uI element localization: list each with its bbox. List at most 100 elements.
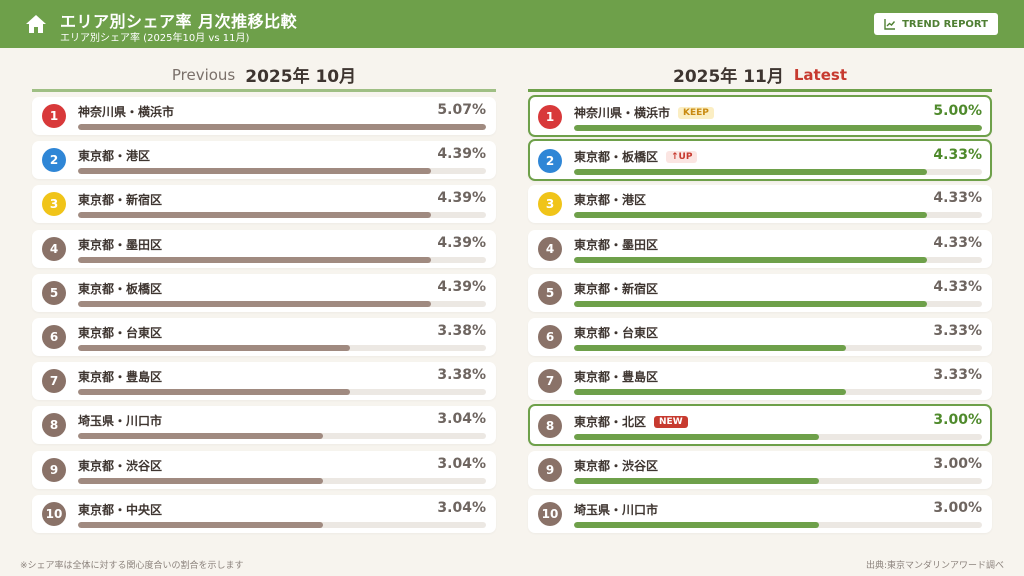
bar-track: [78, 477, 486, 484]
rank-badge: 9: [42, 457, 66, 482]
area-label: 東京都・新宿区: [574, 281, 659, 296]
share-bar: [574, 521, 819, 528]
share-bar: [78, 300, 432, 307]
bar-track: [574, 345, 982, 351]
area-name: 東京都・中央区: [78, 501, 162, 518]
ranking-row: 2 東京都・港区 4.39%: [32, 141, 496, 180]
share-value: 3.33%: [933, 323, 982, 339]
previous-month-column: Previous 2025年 10月 1 神奈川県・横浜市 5.07% 2 東京都・港区…: [32, 60, 496, 533]
ranking-row: 1 神奈川県・横浜市 KEEP 5.00%: [528, 95, 992, 137]
ranking-row: 10 東京都・中央区 3.04%: [32, 494, 496, 533]
share-value: 3.00%: [933, 455, 982, 472]
rank-badge: 5: [538, 280, 562, 305]
bar-track: [574, 169, 982, 176]
page-subtitle: エリア別シェア率 (2025年10月 vs 11月): [60, 33, 250, 44]
area-name: 東京都・豊島区: [574, 368, 658, 385]
share-value: 4.39%: [437, 146, 486, 163]
previous-column-header: Previous 2025年 10月: [32, 60, 496, 92]
page-title: エリア別シェア率 月次推移比較: [60, 12, 298, 31]
area-label: 東京都・渋谷区: [78, 458, 163, 473]
share-value: 4.33%: [933, 278, 982, 295]
rank-badge: 8: [42, 413, 66, 438]
area-name: 東京都・渋谷区: [78, 457, 162, 474]
rank-badge: 1: [42, 104, 66, 128]
share-bar: [78, 124, 486, 130]
rank-badge: 10: [42, 501, 66, 526]
bar-track: [574, 125, 982, 131]
previous-tag: Previous: [171, 65, 236, 84]
area-label: 神奈川県・横浜市: [574, 106, 671, 120]
bar-track: [574, 477, 982, 484]
ranking-row: 4 東京都・墨田区 4.39%: [32, 229, 496, 268]
share-bar: [78, 477, 323, 484]
area-label: 東京都・港区: [78, 149, 151, 164]
bar-track: [574, 300, 982, 307]
rank-badge: 2: [538, 149, 562, 174]
area-label: 東京都・豊島区: [78, 370, 163, 385]
status-tag-new: NEW: [654, 415, 688, 428]
bar-track: [574, 434, 982, 441]
bar-track: [574, 212, 982, 219]
ranking-row: 7 東京都・豊島区 3.38%: [32, 362, 496, 401]
trend-report-button[interactable]: TREND REPORT: [874, 13, 998, 35]
area-name: 東京都・北区 NEW: [574, 413, 688, 430]
rank-badge: 3: [42, 192, 66, 217]
area-label: 埼玉県・川口市: [574, 502, 659, 517]
share-value: 3.04%: [437, 455, 486, 472]
share-bar: [78, 168, 432, 175]
rank-badge: 8: [538, 414, 562, 439]
latest-tag: Latest: [793, 65, 847, 84]
ranking-row: 8 東京都・北区 NEW 3.00%: [528, 404, 992, 447]
ranking-row: 6 東京都・台東区 3.33%: [528, 318, 992, 356]
share-bar: [574, 212, 928, 219]
share-value: 3.00%: [933, 499, 982, 516]
area-label: 東京都・板橋区: [78, 281, 163, 296]
rank-badge: 9: [538, 457, 562, 482]
ranking-row: 5 東京都・新宿区 4.33%: [528, 273, 992, 312]
trend-chart-icon: [884, 19, 896, 30]
header-bar: エリア別シェア率 月次推移比較 エリア別シェア率 (2025年10月 vs 11…: [0, 0, 1024, 48]
share-value: 4.33%: [933, 234, 982, 251]
ranking-row: 9 東京都・渋谷区 3.04%: [32, 450, 496, 489]
footnote: ※シェア率は全体に対する関心度合いの割合を示します: [20, 561, 244, 571]
area-name: 東京都・台東区: [78, 324, 162, 341]
area-label: 神奈川県・横浜市: [78, 105, 175, 119]
area-label: 東京都・台東区: [78, 326, 163, 340]
share-value: 4.33%: [933, 190, 982, 207]
area-label: 東京都・墨田区: [78, 237, 163, 252]
bar-track: [78, 389, 486, 396]
rank-badge: 2: [42, 148, 66, 173]
share-value: 3.04%: [437, 411, 486, 428]
bar-track: [78, 433, 486, 440]
share-value: 4.39%: [437, 234, 486, 251]
bar-track: [574, 389, 982, 396]
rank-badge: 6: [538, 325, 562, 349]
bar-track: [78, 168, 486, 175]
ranking-row: 2 東京都・板橋区 ↑UP 4.33%: [528, 139, 992, 182]
share-bar: [78, 256, 432, 263]
share-value: 3.33%: [933, 367, 982, 384]
latest-column-header: 2025年 11月 Latest: [528, 60, 992, 92]
share-value: 3.04%: [437, 499, 486, 516]
ranking-row: 9 東京都・渋谷区 3.00%: [528, 450, 992, 489]
area-name: 東京都・渋谷区: [574, 457, 658, 474]
rank-badge: 7: [538, 369, 562, 394]
area-label: 東京都・板橋区: [574, 150, 659, 165]
source-note: 出典:東京マンダリンアワード調べ: [865, 561, 1004, 571]
ranking-row: 8 埼玉県・川口市 3.04%: [32, 406, 496, 445]
area-name: 埼玉県・川口市: [78, 412, 162, 429]
area-label: 東京都・墨田区: [574, 237, 659, 252]
trend-report-label: TREND REPORT: [902, 18, 988, 30]
area-name: 東京都・板橋区 ↑UP: [574, 148, 698, 165]
share-value: 3.38%: [437, 367, 486, 384]
home-icon: [26, 15, 46, 33]
area-name: 埼玉県・川口市: [574, 501, 658, 518]
bar-track: [78, 212, 486, 219]
bar-track: [574, 256, 982, 263]
bar-track: [78, 345, 486, 351]
bar-track: [78, 256, 486, 263]
share-bar: [574, 300, 928, 307]
share-bar: [574, 389, 846, 396]
status-tag-up: ↑UP: [666, 150, 698, 163]
status-tag-keep: KEEP: [678, 106, 714, 119]
